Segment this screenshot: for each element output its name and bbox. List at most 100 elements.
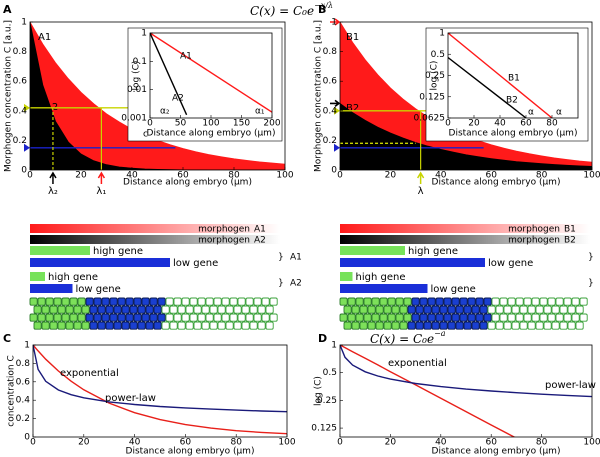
cell bbox=[563, 297, 572, 306]
y-tick-label: 0.5 bbox=[323, 368, 337, 378]
series-label: B2 bbox=[346, 103, 359, 114]
series-line bbox=[150, 33, 188, 116]
cell bbox=[41, 321, 50, 330]
cell bbox=[491, 297, 500, 306]
cell bbox=[515, 297, 524, 306]
x-tick-label: 0 bbox=[445, 119, 451, 129]
cell bbox=[145, 305, 154, 314]
cell bbox=[551, 321, 560, 330]
cell bbox=[153, 321, 162, 330]
cell bbox=[177, 305, 186, 314]
cell bbox=[531, 297, 540, 306]
cell bbox=[161, 305, 170, 314]
cell bbox=[443, 313, 452, 322]
cell bbox=[189, 297, 198, 306]
cell bbox=[145, 321, 154, 330]
panel-label: D bbox=[318, 332, 327, 345]
cell bbox=[237, 313, 246, 322]
cell bbox=[181, 313, 190, 322]
x-tick-label: 80 bbox=[228, 171, 240, 181]
series-label: A1 bbox=[38, 32, 51, 43]
morphogen-gradient bbox=[30, 224, 280, 233]
cell bbox=[109, 313, 118, 322]
cell bbox=[269, 313, 278, 322]
cell bbox=[225, 305, 234, 314]
gene-label: low gene bbox=[431, 284, 476, 295]
cell bbox=[383, 321, 392, 330]
cell bbox=[579, 297, 588, 306]
y-tick-label: 0.4 bbox=[16, 396, 31, 406]
x-tick-label: 20 bbox=[78, 438, 90, 448]
cell bbox=[217, 305, 226, 314]
cell bbox=[137, 305, 146, 314]
cell bbox=[165, 313, 174, 322]
series-label: exponential bbox=[388, 358, 447, 369]
cell bbox=[379, 297, 388, 306]
cell bbox=[57, 305, 66, 314]
panel-label: B bbox=[318, 3, 326, 16]
cell bbox=[261, 313, 270, 322]
gene-bar bbox=[340, 272, 353, 281]
cell bbox=[523, 297, 532, 306]
cell bbox=[351, 305, 360, 314]
cell bbox=[563, 313, 572, 322]
cell bbox=[427, 313, 436, 322]
cell bbox=[575, 321, 584, 330]
formula-exponent: −a bbox=[434, 329, 446, 338]
cell bbox=[129, 305, 138, 314]
cell bbox=[547, 297, 556, 306]
cell bbox=[339, 297, 348, 306]
axes-frame bbox=[29, 21, 286, 171]
x-tick-label: 80 bbox=[536, 171, 548, 181]
series-label: B1 bbox=[508, 74, 520, 84]
cell bbox=[379, 313, 388, 322]
y-tick-label: 0.2 bbox=[13, 136, 27, 146]
cell bbox=[387, 313, 396, 322]
cell bbox=[137, 321, 146, 330]
y-tick-label: 0.4 bbox=[13, 106, 28, 116]
cell bbox=[503, 321, 512, 330]
cell bbox=[367, 321, 376, 330]
y-tick-label: 0.2 bbox=[323, 136, 337, 146]
cell bbox=[177, 321, 186, 330]
cell bbox=[193, 305, 202, 314]
cell bbox=[431, 321, 440, 330]
x-tick-label: 100 bbox=[278, 438, 295, 448]
cell bbox=[371, 297, 380, 306]
cell bbox=[391, 305, 400, 314]
cell bbox=[229, 313, 238, 322]
y-tick-label: 1 bbox=[21, 18, 27, 28]
area-fill bbox=[340, 103, 592, 170]
y-tick-label: 0.4 bbox=[323, 106, 338, 116]
x-tick-label: 60 bbox=[180, 438, 192, 448]
cell bbox=[555, 297, 564, 306]
y-axis-label: log (C) bbox=[430, 61, 440, 91]
y-tick-label: 0.25 bbox=[425, 71, 445, 81]
axes-frame bbox=[32, 344, 288, 438]
series-line bbox=[448, 33, 553, 118]
cell bbox=[89, 305, 98, 314]
gene-bar bbox=[340, 284, 428, 293]
cell bbox=[571, 313, 580, 322]
cell bbox=[551, 305, 560, 314]
cell bbox=[113, 321, 122, 330]
cell bbox=[253, 297, 262, 306]
cell bbox=[395, 297, 404, 306]
x-tick-label: 60 bbox=[485, 171, 497, 181]
cell bbox=[511, 321, 520, 330]
cell bbox=[359, 305, 368, 314]
cell bbox=[233, 321, 242, 330]
y-tick-label: 1 bbox=[439, 29, 445, 39]
cell bbox=[375, 321, 384, 330]
plot-area bbox=[150, 33, 272, 116]
cell bbox=[475, 297, 484, 306]
x-axis-label: Distance along embryo (μm) bbox=[432, 178, 561, 188]
series-line bbox=[340, 103, 592, 167]
cell bbox=[539, 313, 548, 322]
y-tick-label: 0.125 bbox=[419, 92, 445, 102]
y-tick-label: 0.8 bbox=[323, 47, 338, 57]
cell bbox=[463, 321, 472, 330]
cell bbox=[81, 321, 90, 330]
gene-bar bbox=[30, 272, 45, 281]
cell bbox=[415, 321, 424, 330]
